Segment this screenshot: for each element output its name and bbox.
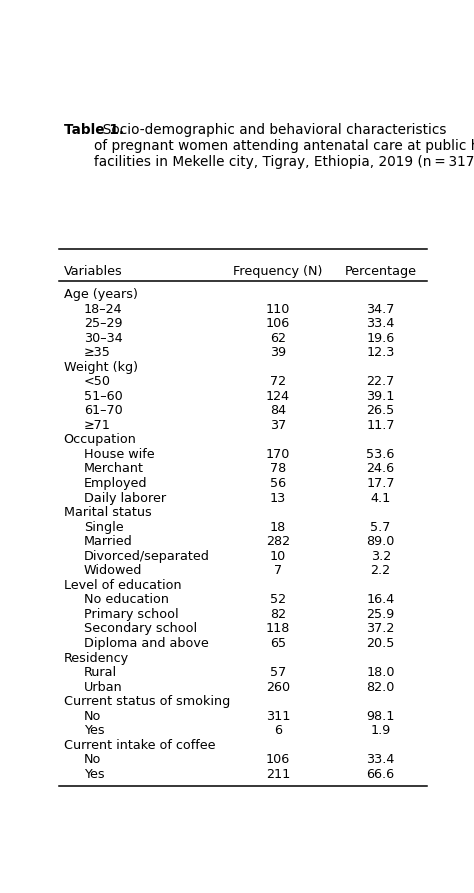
Text: 4.1: 4.1 bbox=[371, 491, 391, 505]
Text: ≥71: ≥71 bbox=[84, 419, 111, 432]
Text: ≥35: ≥35 bbox=[84, 346, 111, 359]
Text: 20.5: 20.5 bbox=[366, 637, 395, 650]
Text: 18–24: 18–24 bbox=[84, 303, 122, 315]
Text: No: No bbox=[84, 754, 101, 766]
Text: 89.0: 89.0 bbox=[366, 535, 395, 548]
Text: 53.6: 53.6 bbox=[366, 448, 395, 461]
Text: 18: 18 bbox=[270, 521, 286, 534]
Text: 26.5: 26.5 bbox=[366, 405, 395, 417]
Text: 24.6: 24.6 bbox=[366, 463, 395, 475]
Text: Rural: Rural bbox=[84, 666, 117, 679]
Text: 11.7: 11.7 bbox=[366, 419, 395, 432]
Text: 22.7: 22.7 bbox=[366, 375, 395, 388]
Text: Weight (kg): Weight (kg) bbox=[64, 361, 137, 373]
Text: 311: 311 bbox=[265, 710, 290, 722]
Text: Yes: Yes bbox=[84, 724, 104, 738]
Text: Widowed: Widowed bbox=[84, 564, 142, 577]
Text: 6: 6 bbox=[274, 724, 282, 738]
Text: 18.0: 18.0 bbox=[366, 666, 395, 679]
Text: Age (years): Age (years) bbox=[64, 288, 137, 301]
Text: 33.4: 33.4 bbox=[366, 317, 395, 330]
Text: 13: 13 bbox=[270, 491, 286, 505]
Text: No education: No education bbox=[84, 593, 169, 606]
Text: <50: <50 bbox=[84, 375, 111, 388]
Text: Single: Single bbox=[84, 521, 124, 534]
Text: 16.4: 16.4 bbox=[366, 593, 395, 606]
Text: Yes: Yes bbox=[84, 768, 104, 780]
Text: 30–34: 30–34 bbox=[84, 331, 123, 345]
Text: Occupation: Occupation bbox=[64, 433, 137, 446]
Text: Urban: Urban bbox=[84, 680, 123, 694]
Text: Current status of smoking: Current status of smoking bbox=[64, 695, 230, 708]
Text: Employed: Employed bbox=[84, 477, 147, 490]
Text: 72: 72 bbox=[270, 375, 286, 388]
Text: Married: Married bbox=[84, 535, 133, 548]
Text: Diploma and above: Diploma and above bbox=[84, 637, 209, 650]
Text: 110: 110 bbox=[265, 303, 290, 315]
Text: 17.7: 17.7 bbox=[366, 477, 395, 490]
Text: 39.1: 39.1 bbox=[366, 389, 395, 403]
Text: 62: 62 bbox=[270, 331, 286, 345]
Text: Level of education: Level of education bbox=[64, 579, 181, 592]
Text: 84: 84 bbox=[270, 405, 286, 417]
Text: 51–60: 51–60 bbox=[84, 389, 123, 403]
Text: 39: 39 bbox=[270, 346, 286, 359]
Text: Table 1.: Table 1. bbox=[64, 123, 124, 137]
Text: 52: 52 bbox=[270, 593, 286, 606]
Text: 98.1: 98.1 bbox=[366, 710, 395, 722]
Text: Percentage: Percentage bbox=[345, 264, 417, 278]
Text: 66.6: 66.6 bbox=[366, 768, 395, 780]
Text: 10: 10 bbox=[270, 550, 286, 563]
Text: 7: 7 bbox=[274, 564, 282, 577]
Text: Variables: Variables bbox=[64, 264, 122, 278]
Text: 25.9: 25.9 bbox=[366, 608, 395, 621]
Text: Current intake of coffee: Current intake of coffee bbox=[64, 739, 215, 752]
Text: House wife: House wife bbox=[84, 448, 155, 461]
Text: 260: 260 bbox=[266, 680, 290, 694]
Text: 170: 170 bbox=[265, 448, 290, 461]
Text: 1.9: 1.9 bbox=[371, 724, 391, 738]
Text: Marital status: Marital status bbox=[64, 506, 151, 519]
Text: 34.7: 34.7 bbox=[366, 303, 395, 315]
Text: Secondary school: Secondary school bbox=[84, 622, 197, 636]
Text: 211: 211 bbox=[266, 768, 290, 780]
Text: 82: 82 bbox=[270, 608, 286, 621]
Text: 19.6: 19.6 bbox=[366, 331, 395, 345]
Text: 25–29: 25–29 bbox=[84, 317, 122, 330]
Text: Merchant: Merchant bbox=[84, 463, 144, 475]
Text: Divorced/separated: Divorced/separated bbox=[84, 550, 210, 563]
Text: 56: 56 bbox=[270, 477, 286, 490]
Text: 2.2: 2.2 bbox=[371, 564, 391, 577]
Text: 37.2: 37.2 bbox=[366, 622, 395, 636]
Text: Primary school: Primary school bbox=[84, 608, 179, 621]
Text: 61–70: 61–70 bbox=[84, 405, 123, 417]
Text: 33.4: 33.4 bbox=[366, 754, 395, 766]
Text: Socio-demographic and behavioral characteristics
of pregnant women attending ant: Socio-demographic and behavioral charact… bbox=[94, 123, 474, 170]
Text: 282: 282 bbox=[266, 535, 290, 548]
Text: Frequency (N): Frequency (N) bbox=[233, 264, 322, 278]
Text: 3.2: 3.2 bbox=[371, 550, 391, 563]
Text: 124: 124 bbox=[266, 389, 290, 403]
Text: 106: 106 bbox=[266, 317, 290, 330]
Text: 12.3: 12.3 bbox=[366, 346, 395, 359]
Text: Residency: Residency bbox=[64, 652, 129, 664]
Text: No: No bbox=[84, 710, 101, 722]
Text: 57: 57 bbox=[270, 666, 286, 679]
Text: 37: 37 bbox=[270, 419, 286, 432]
Text: 118: 118 bbox=[265, 622, 290, 636]
Text: 82.0: 82.0 bbox=[366, 680, 395, 694]
Text: Daily laborer: Daily laborer bbox=[84, 491, 166, 505]
Text: 65: 65 bbox=[270, 637, 286, 650]
Text: 5.7: 5.7 bbox=[371, 521, 391, 534]
Text: 78: 78 bbox=[270, 463, 286, 475]
Text: 106: 106 bbox=[266, 754, 290, 766]
